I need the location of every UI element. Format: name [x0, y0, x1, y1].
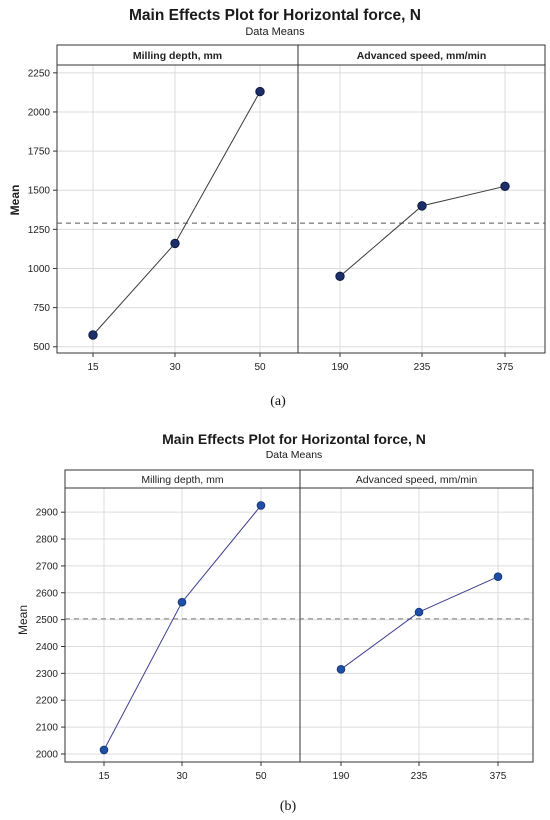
chart-a: Main Effects Plot for Horizontal force, … — [8, 7, 546, 409]
chart-a-panel-label-advanced-speed: Advanced speed, mm/min — [357, 50, 487, 62]
chart-a-series-line-0 — [92, 91, 261, 336]
chart-b-x-tick-label-1-235: 235 — [411, 771, 428, 782]
chart-a-x-tick-label-1-190: 190 — [332, 362, 349, 373]
chart-a-point-1-235 — [417, 201, 427, 211]
chart-b-x-tick-label-0-15: 15 — [98, 771, 110, 782]
chart-a-panel-strips: Milling depth, mm Advanced speed, mm/min — [133, 50, 486, 62]
chart-b-frame — [64, 469, 534, 763]
chart-a-y-tick-label-750: 750 — [33, 303, 50, 314]
chart-b-point-0-50 — [256, 501, 266, 510]
chart-b-title: Main Effects Plot for Horizontal force, … — [162, 431, 426, 447]
chart-a-x-tick-label-0-50: 50 — [254, 362, 266, 373]
chart-a-y-tick-label-2250: 2250 — [28, 68, 51, 79]
chart-a-x-tick-label-0-15: 15 — [87, 362, 99, 373]
chart-b-panel-label-advanced-speed: Advanced speed, mm/min — [356, 474, 478, 486]
chart-b-y-tick-label-2100: 2100 — [36, 723, 59, 734]
chart-a-y-ticks: 500 750 1000 1250 1500 1750 2000 2250 — [28, 68, 57, 353]
chart-b-grid — [65, 488, 533, 762]
chart-a-x-tick-label-1-375: 375 — [497, 362, 514, 373]
chart-a-x-tick-label-1-235: 235 — [414, 362, 431, 373]
chart-b-point-0-15 — [99, 745, 109, 755]
chart-b-point-0-30 — [177, 597, 187, 607]
chart-b-panel-strips: Milling depth, mm Advanced speed, mm/min — [141, 474, 477, 486]
chart-a-panel-label-milling-depth: Milling depth, mm — [133, 50, 222, 62]
chart-a-point-0-50 — [255, 86, 265, 97]
chart-a-point-1-375 — [500, 181, 510, 192]
chart-a-y-tick-label-1500: 1500 — [28, 186, 51, 197]
chart-b-x-tick-label-1-190: 190 — [333, 771, 350, 782]
chart-a-y-tick-label-2000: 2000 — [28, 107, 51, 118]
chart-a-caption: (a) — [270, 394, 286, 409]
chart-a-y-tick-label-1000: 1000 — [28, 264, 51, 275]
chart-a-x-tick-label-0-30: 30 — [169, 362, 181, 373]
chart-a-y-axis-label: Mean — [8, 185, 22, 216]
chart-b-plot-border — [64, 469, 534, 763]
chart-b-y-tick-label-2600: 2600 — [36, 588, 59, 599]
chart-a-subtitle: Data Means — [245, 26, 305, 38]
chart-b-panel-label-milling-depth: Milling depth, mm — [141, 474, 224, 486]
chart-b-y-tick-label-2300: 2300 — [36, 669, 59, 680]
chart-b-caption: (b) — [280, 799, 297, 814]
chart-b-point-1-375 — [493, 572, 503, 581]
chart-b-point-1-190 — [336, 665, 346, 674]
chart-b-y-tick-label-2400: 2400 — [36, 642, 59, 653]
chart-a-point-1-190 — [335, 271, 345, 282]
chart-a-y-tick-label-1750: 1750 — [28, 147, 51, 158]
chart-b-x-tick-label-0-30: 30 — [176, 771, 188, 782]
chart-a-plot-border — [56, 44, 546, 354]
chart-b-y-tick-label-2500: 2500 — [36, 615, 59, 626]
chart-b-y-axis-label: Mean — [16, 605, 30, 635]
chart-a-title: Main Effects Plot for Horizontal force, … — [129, 7, 421, 24]
chart-b-y-tick-label-2900: 2900 — [36, 508, 59, 519]
chart-b-y-tick-label-2200: 2200 — [36, 696, 59, 707]
chart-a-x-ticks: 15 30 50 190 235 375 — [87, 353, 514, 373]
chart-b-series — [99, 501, 503, 755]
chart-a-series — [88, 86, 510, 340]
chart-b-x-tick-label-0-50: 50 — [255, 771, 267, 782]
chart-a-grid — [57, 65, 545, 353]
chart-b-subtitle: Data Means — [266, 449, 323, 461]
chart-b-x-ticks: 15 30 50 190 235 375 — [98, 762, 507, 782]
chart-b-y-ticks: 2000 2100 2200 2300 2400 2500 2600 2700 2800 2900 — [36, 508, 65, 760]
chart-a-y-tick-label-500: 500 — [33, 342, 50, 353]
chart-b-y-tick-label-2800: 2800 — [36, 535, 59, 546]
chart-b-point-1-235 — [414, 607, 424, 617]
chart-b-y-tick-label-2700: 2700 — [36, 561, 59, 572]
chart-b-y-tick-label-2000: 2000 — [36, 749, 59, 760]
chart-a-point-0-30 — [170, 238, 180, 249]
chart-b: Main Effects Plot for Horizontal force, … — [16, 431, 534, 814]
chart-a-y-tick-label-1250: 1250 — [28, 225, 51, 236]
chart-a-point-0-15 — [88, 330, 98, 340]
chart-b-x-tick-label-1-375: 375 — [490, 771, 507, 782]
chart-a-frame — [56, 44, 546, 354]
